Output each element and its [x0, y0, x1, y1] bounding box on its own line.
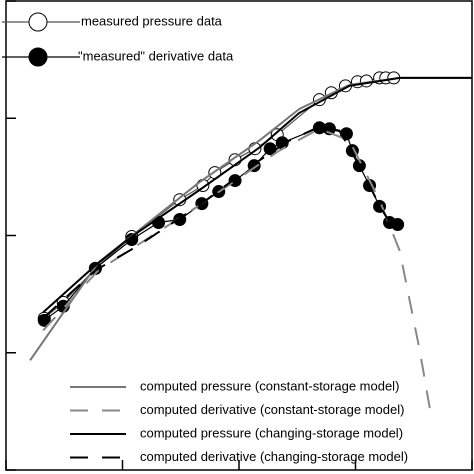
legend-marker	[28, 12, 48, 32]
legend-label: computed pressure (changing-storage mode…	[140, 425, 403, 440]
legend-label: "measured" derivative data	[78, 48, 234, 63]
legend-marker	[28, 47, 48, 67]
legend-label: computed derivative (changing-storage mo…	[140, 449, 408, 464]
series-line	[43, 127, 398, 321]
series-line	[42, 127, 433, 421]
data-point	[37, 313, 51, 327]
series-line	[42, 125, 399, 319]
legend-label: computed pressure (constant-storage mode…	[140, 378, 399, 393]
plot-frame	[5, 0, 473, 471]
legend-label: computed derivative (constant-storage mo…	[140, 402, 404, 417]
data-point	[322, 122, 336, 136]
series-line	[29, 76, 472, 361]
series-line	[42, 76, 472, 314]
data-point	[391, 218, 405, 232]
legend-label: measured pressure data	[81, 13, 223, 28]
